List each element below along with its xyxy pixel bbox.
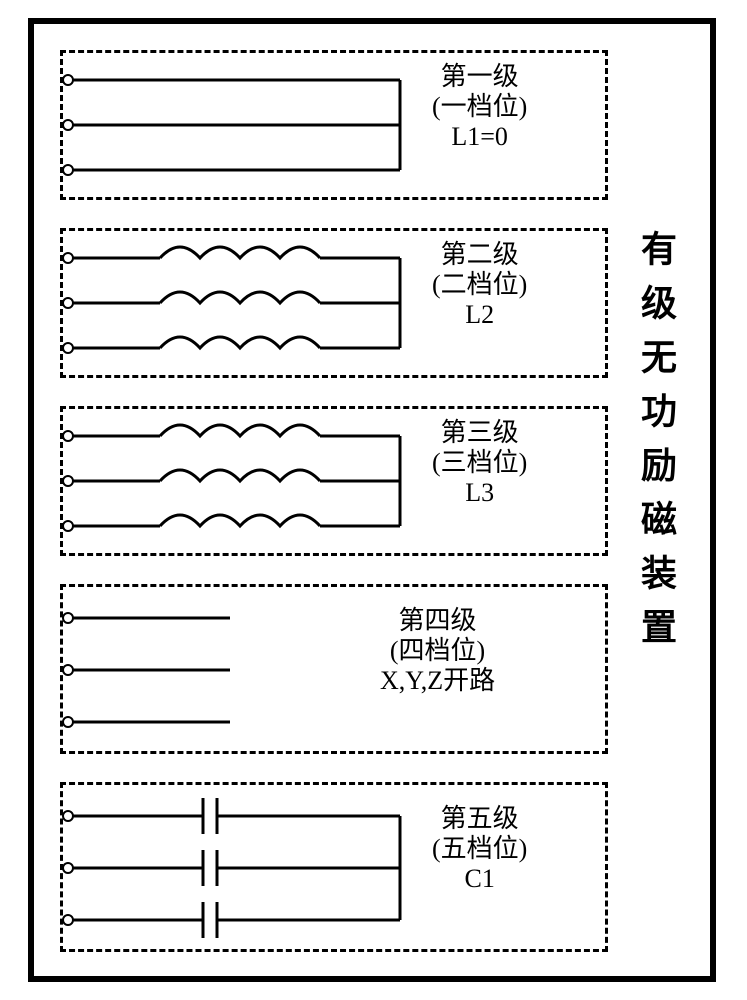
diagram-root: 有级无功励磁装置 第一级 (一档位) L1=0 第二级 (二档位) L2 第三级… [0, 0, 747, 1000]
circuit-svg [0, 0, 747, 1000]
